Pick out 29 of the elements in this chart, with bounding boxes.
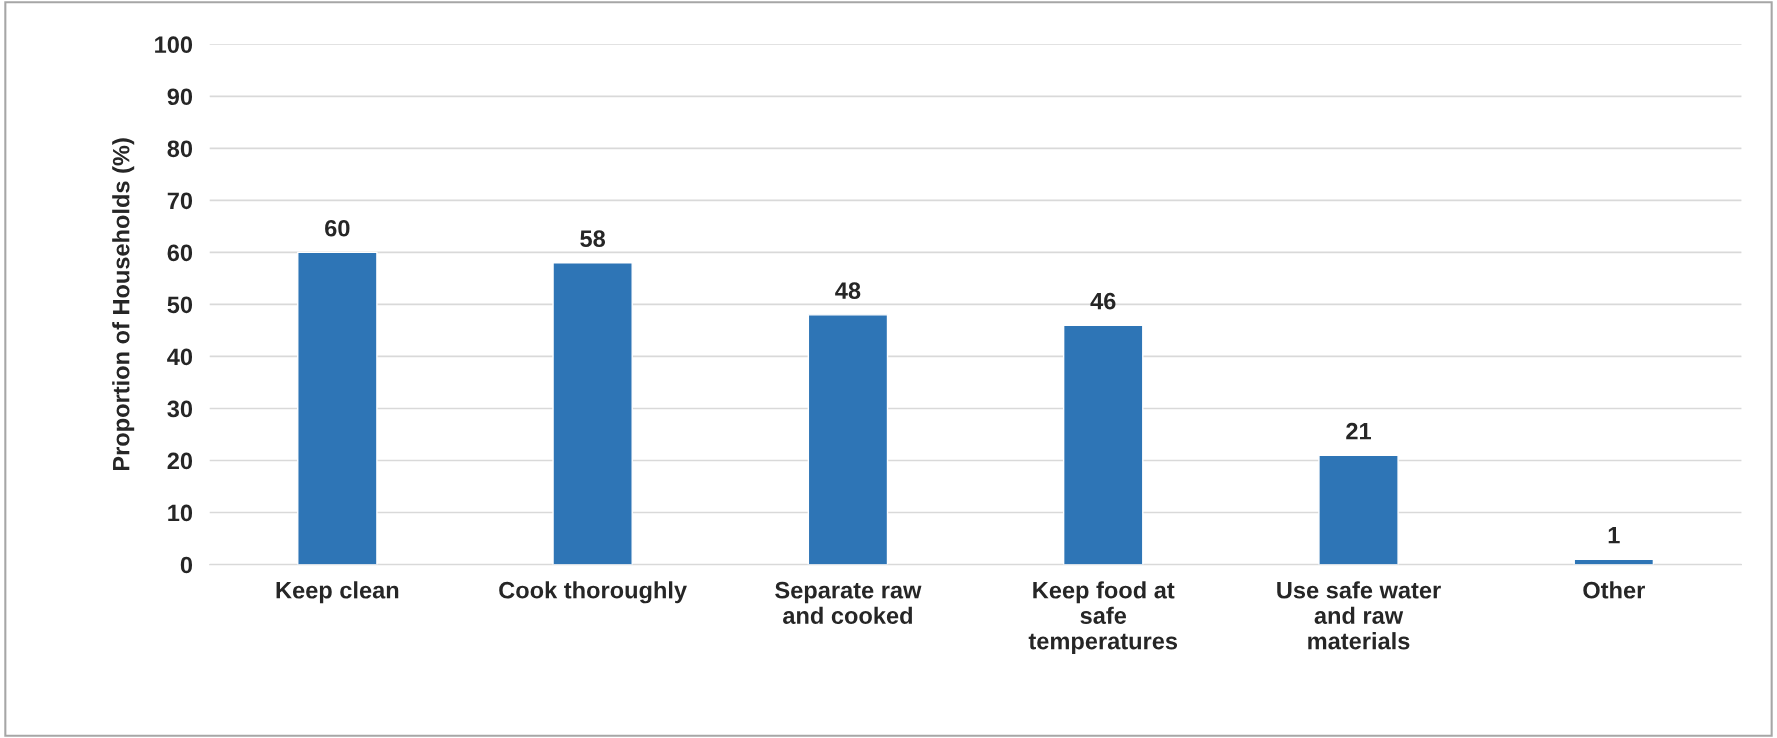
y-tick-label: 100: [155, 36, 193, 54]
bar: [807, 314, 889, 565]
bar: [552, 262, 633, 565]
y-tick-label: 90: [167, 88, 193, 106]
data-label: 48: [835, 282, 861, 300]
data-label: 60: [325, 219, 350, 237]
x-tick-label: Cook thoroughly: [499, 581, 687, 604]
y-tick-label: 0: [180, 556, 193, 574]
data-label: 46: [1090, 292, 1116, 310]
y-tick-label: 70: [167, 192, 193, 210]
y-tick-label: 10: [168, 504, 193, 522]
y-tick-label: 40: [167, 348, 193, 366]
x-tick-label: Other: [1583, 581, 1645, 599]
x-tick-label: Keep food at safe temperatures: [1028, 581, 1178, 655]
y-tick-label: 20: [167, 452, 193, 470]
bar: [1318, 454, 1399, 565]
data-label: 21: [1346, 422, 1371, 440]
data-label: 1: [1608, 527, 1620, 544]
x-tick-label: Keep clean: [276, 581, 399, 604]
y-tick-label: 50: [167, 296, 193, 314]
bar: [1062, 324, 1144, 565]
y-tick-label: 80: [167, 140, 193, 158]
bar: [297, 251, 378, 565]
data-label: 58: [580, 230, 606, 248]
y-axis-title: Proportion of Households (%): [112, 138, 135, 471]
x-tick-label: Use safe water and raw materials: [1277, 581, 1441, 650]
y-tick-label: 60: [167, 244, 193, 262]
y-tick-label: 30: [167, 400, 193, 418]
x-tick-label: Separate raw and cooked: [775, 581, 922, 625]
